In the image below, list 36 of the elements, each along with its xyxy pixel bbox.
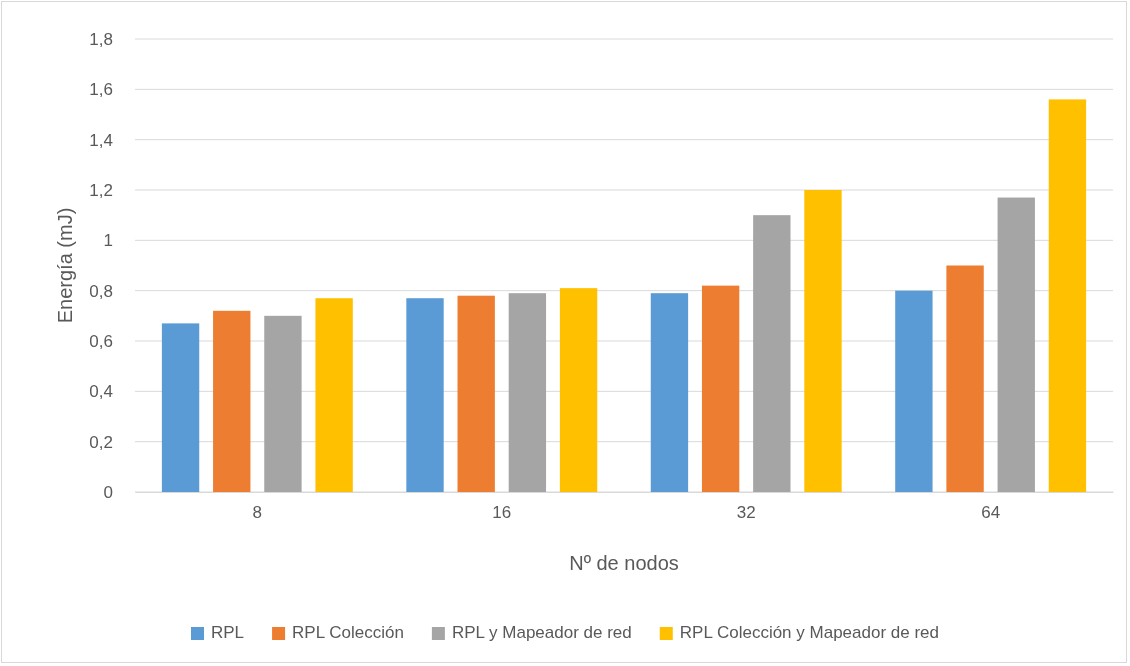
y-tick-label: 1,8 bbox=[89, 29, 113, 49]
y-tick-label: 0,6 bbox=[89, 331, 113, 351]
bar bbox=[753, 215, 791, 492]
y-tick-label: 1 bbox=[103, 231, 113, 251]
bar bbox=[406, 298, 444, 492]
x-tick-label: 8 bbox=[252, 503, 263, 523]
bar bbox=[701, 285, 740, 492]
bar bbox=[946, 265, 984, 492]
bar bbox=[997, 197, 1035, 492]
x-tick-label: 64 bbox=[981, 503, 1001, 523]
bar bbox=[1048, 99, 1087, 492]
y-tick-label: 1,6 bbox=[89, 80, 113, 100]
legend-label: RPL Colección y Mapeador de red bbox=[679, 623, 939, 642]
legend-label: RPL y Mapeador de red bbox=[451, 623, 632, 642]
bar bbox=[508, 293, 547, 492]
legend-label: RPL bbox=[211, 623, 245, 642]
legend-label: RPL Colección bbox=[292, 623, 404, 642]
bar bbox=[213, 310, 251, 492]
y-tick-label: 0,4 bbox=[89, 382, 113, 402]
y-tick-label: 0 bbox=[103, 482, 113, 502]
x-tick-label: 16 bbox=[492, 503, 512, 523]
bar bbox=[457, 295, 495, 492]
bar bbox=[161, 323, 200, 492]
bar bbox=[264, 315, 302, 492]
bar bbox=[650, 293, 689, 492]
y-tick-label: 0,8 bbox=[89, 281, 113, 301]
y-tick-label: 1,4 bbox=[89, 130, 113, 150]
x-axis-title: Nº de nodos bbox=[569, 552, 679, 574]
y-tick-label: 0,2 bbox=[89, 432, 113, 452]
y-tick-label: 1,2 bbox=[89, 180, 113, 200]
y-axis-title: Energía (mJ) bbox=[54, 207, 76, 324]
x-tick-label: 32 bbox=[736, 503, 756, 523]
bar bbox=[895, 290, 933, 492]
bar bbox=[315, 298, 353, 492]
bar bbox=[804, 190, 842, 492]
bar bbox=[559, 288, 598, 492]
